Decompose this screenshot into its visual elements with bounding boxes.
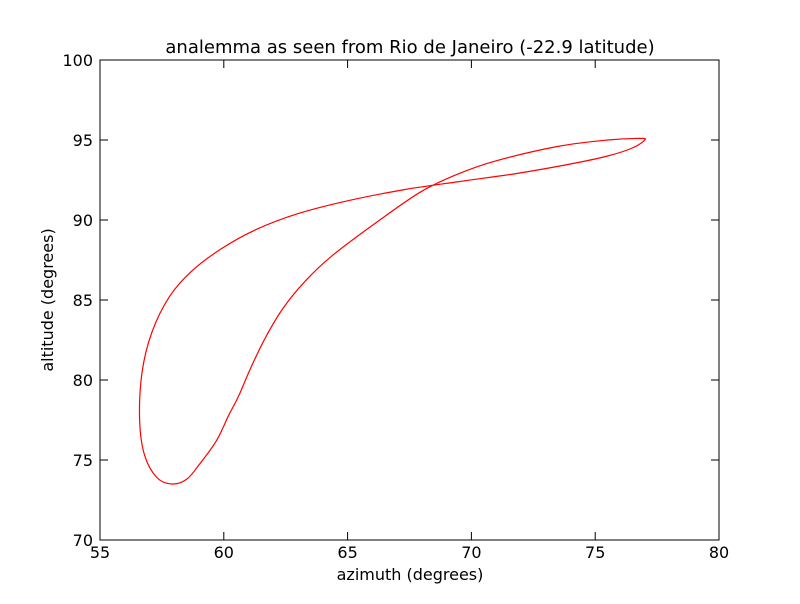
x-tick-label-65: 65 — [337, 543, 357, 562]
y-tick-label-90: 90 — [73, 211, 93, 230]
x-tick-label-70: 70 — [461, 543, 481, 562]
x-tick-label-80: 80 — [709, 543, 729, 562]
ticks-layer: 55 60 65 70 75 80 70 75 80 85 90 95 100 — [62, 51, 729, 562]
x-axis-label: azimuth (degrees) — [337, 565, 484, 584]
y-axis-label: altitude (degrees) — [38, 228, 57, 371]
x-tick-label-60: 60 — [214, 543, 234, 562]
y-tick-label-70: 70 — [73, 531, 93, 550]
series-line-0 — [138, 137, 646, 485]
x-tick-label-55: 55 — [90, 543, 110, 562]
y-tick-label-75: 75 — [73, 451, 93, 470]
curve-layer — [138, 137, 646, 485]
y-tick-label-100: 100 — [62, 51, 93, 70]
y-tick-label-80: 80 — [73, 371, 93, 390]
y-tick-label-95: 95 — [73, 131, 93, 150]
plot-frame — [99, 59, 720, 541]
chart-title: analemma as seen from Rio de Janeiro (-2… — [165, 37, 654, 58]
x-tick-label-75: 75 — [585, 543, 605, 562]
y-tick-label-85: 85 — [73, 291, 93, 310]
